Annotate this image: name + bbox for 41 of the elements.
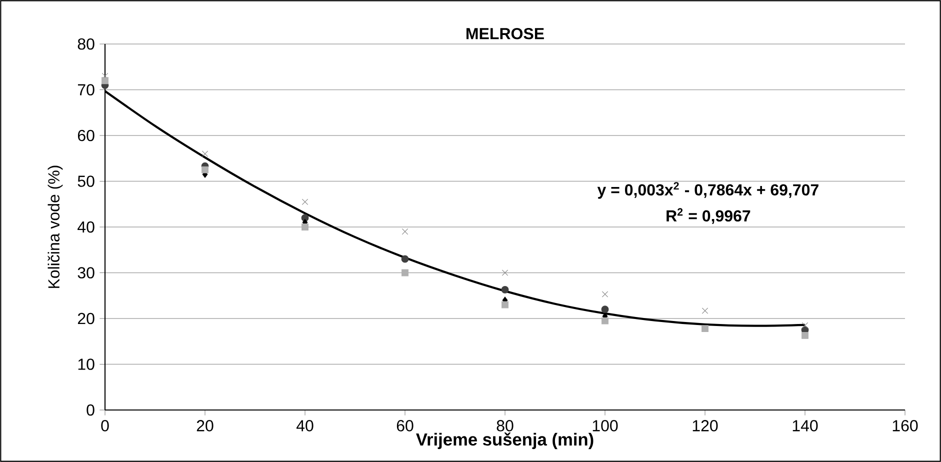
point bbox=[102, 77, 108, 84]
point bbox=[602, 291, 608, 298]
annotation: y = 0,003x$^{2}$ - 0,7864x + 69,707 bbox=[597, 182, 818, 199]
point bbox=[302, 198, 308, 205]
point bbox=[502, 301, 508, 308]
point bbox=[502, 270, 508, 276]
point bbox=[202, 166, 208, 174]
x-tick-label: 140 bbox=[792, 420, 818, 432]
y-tick-label: 40 bbox=[78, 221, 94, 233]
y-tick-label: 60 bbox=[78, 130, 94, 142]
y-tick-label: 30 bbox=[78, 267, 94, 278]
point bbox=[402, 269, 408, 276]
y-tick-label: 50 bbox=[78, 176, 94, 187]
point bbox=[202, 150, 208, 157]
x-tick-label: 120 bbox=[692, 420, 718, 432]
y-tick-label: 70 bbox=[78, 84, 94, 96]
x-tick-label: 80 bbox=[496, 420, 514, 432]
y-tick-label: 80 bbox=[78, 38, 94, 50]
x-tick-label: 20 bbox=[196, 420, 214, 432]
chart-title: MELROSE bbox=[466, 28, 544, 40]
x-tick-label: 40 bbox=[296, 420, 314, 432]
point bbox=[602, 317, 608, 324]
y-axis-title: Količina vode (%) bbox=[48, 166, 63, 288]
point bbox=[601, 306, 609, 314]
y-tick-label: 10 bbox=[78, 358, 94, 370]
y-tick-label: 20 bbox=[78, 312, 94, 324]
annotation: R$^{2}$ = 0,9967 bbox=[666, 208, 750, 224]
point bbox=[401, 255, 409, 263]
y-tick-label: 0 bbox=[86, 404, 94, 416]
x-tick-label: 160 bbox=[892, 420, 918, 432]
point bbox=[802, 332, 808, 339]
x-tick-label: 60 bbox=[396, 420, 414, 432]
point bbox=[702, 308, 708, 314]
x-tick-label: 100 bbox=[592, 420, 618, 432]
point bbox=[702, 325, 708, 332]
point bbox=[501, 286, 509, 294]
point bbox=[802, 322, 808, 328]
x-axis-title: Vrijeme sušenja (min) bbox=[416, 432, 594, 450]
x-tick-label: 0 bbox=[101, 420, 109, 432]
point bbox=[302, 224, 308, 230]
point bbox=[402, 228, 408, 235]
